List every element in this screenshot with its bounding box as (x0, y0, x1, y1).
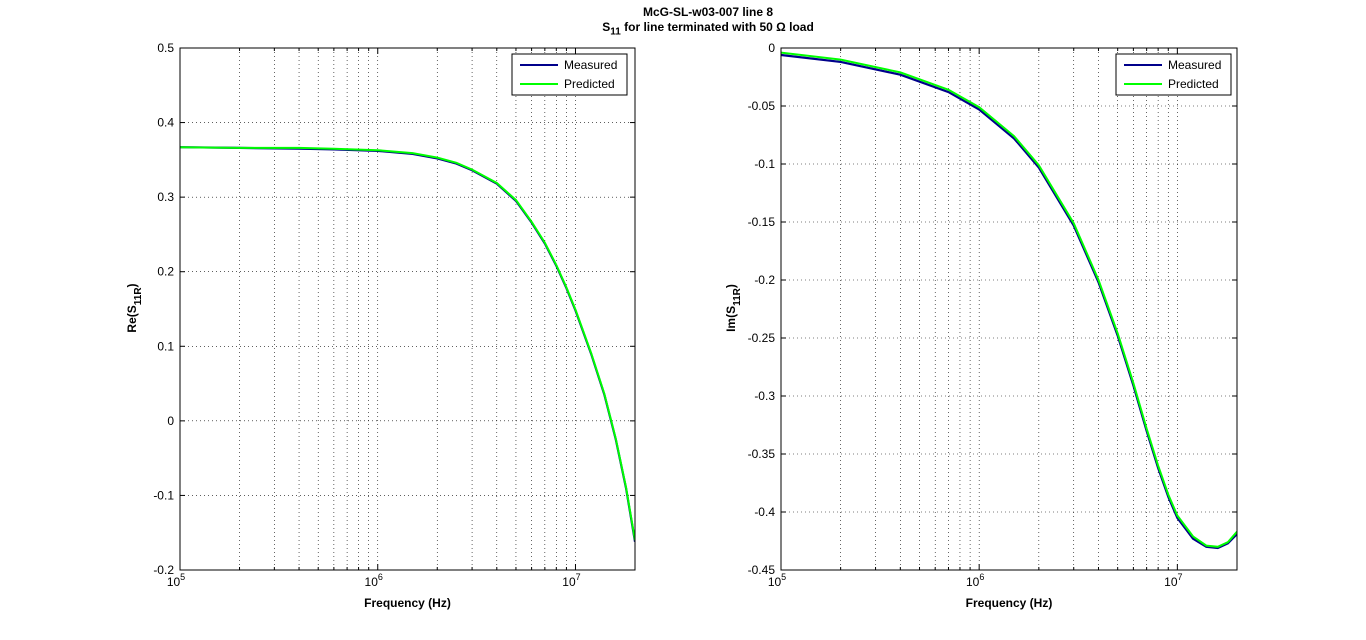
x-axis-label: Frequency (Hz) (966, 596, 1053, 610)
x-tick-label: 106 (365, 572, 383, 589)
y-tick-label: 0.1 (157, 339, 174, 353)
legend: Measured Predicted (511, 53, 628, 96)
predicted-series-line (781, 51, 1237, 548)
title-rest: for line terminated with 50 Ω load (620, 20, 814, 34)
axes-box (179, 47, 636, 571)
axes-box (780, 47, 1238, 571)
y-tick-label: 0 (167, 414, 174, 428)
y-tick-label: -0.25 (748, 331, 776, 345)
title-line-1: McG-SL-w03-007 line 8 (642, 5, 774, 19)
legend-label-measured: Measured (1168, 58, 1221, 72)
legend: Measured Predicted (1115, 53, 1232, 96)
y-tick-label: -0.05 (748, 99, 776, 113)
legend-box (1115, 53, 1232, 96)
legend-label-predicted: Predicted (1168, 77, 1219, 91)
x-tick-label: 106 (966, 572, 984, 589)
imag-part-plot: -0.45 -0.4 -0.35 -0.3 -0.25 -0.2 -0.15 -0.1 -0.0… (724, 41, 1238, 610)
y-tick-label: -0.1 (153, 488, 174, 502)
legend-box (511, 53, 628, 96)
x-tick-label: 105 (167, 572, 185, 589)
plot-area (781, 48, 1237, 570)
x-tick-label: 107 (562, 572, 580, 589)
title-s: S (602, 20, 611, 34)
y-tick-label: 0.5 (157, 41, 174, 55)
x-tick-label: 107 (1164, 572, 1182, 589)
predicted-series-line (180, 146, 635, 541)
plot-area (180, 48, 635, 570)
y-tick-label: 0.3 (157, 190, 174, 204)
y-axis-label: Im(S11R) (724, 284, 743, 332)
y-tick-label: -0.1 (754, 157, 775, 171)
title-sub: 11 (610, 26, 621, 38)
figure-title: McG-SL-w03-007 line 8 S11 for line termi… (0, 5, 1366, 39)
y-axis-label: Re(S11R) (125, 283, 144, 332)
x-axis-label: Frequency (Hz) (364, 596, 451, 610)
y-tick-label: -0.2 (754, 273, 775, 287)
x-tick-label: 105 (768, 572, 786, 589)
real-part-plot: -0.2 -0.1 0 0.1 0.2 0.3 0.4 0.5 105 106 107 Frequen… (125, 41, 636, 610)
y-tick-label: -0.15 (748, 215, 776, 229)
y-tick-label: -0.2 (153, 563, 174, 577)
y-tick-label: -0.3 (754, 389, 775, 403)
y-tick-label: 0.4 (157, 116, 174, 130)
y-tick-label: -0.45 (748, 563, 776, 577)
y-tick-label: 0.2 (157, 265, 174, 279)
title-line-2: S11 for line terminated with 50 Ω load (0, 20, 1366, 39)
y-tick-label: -0.4 (754, 505, 775, 519)
y-tick-label: -0.35 (748, 447, 776, 461)
legend-label-predicted: Predicted (564, 77, 615, 91)
legend-label-measured: Measured (564, 58, 617, 72)
y-tick-label: 0 (768, 41, 775, 55)
